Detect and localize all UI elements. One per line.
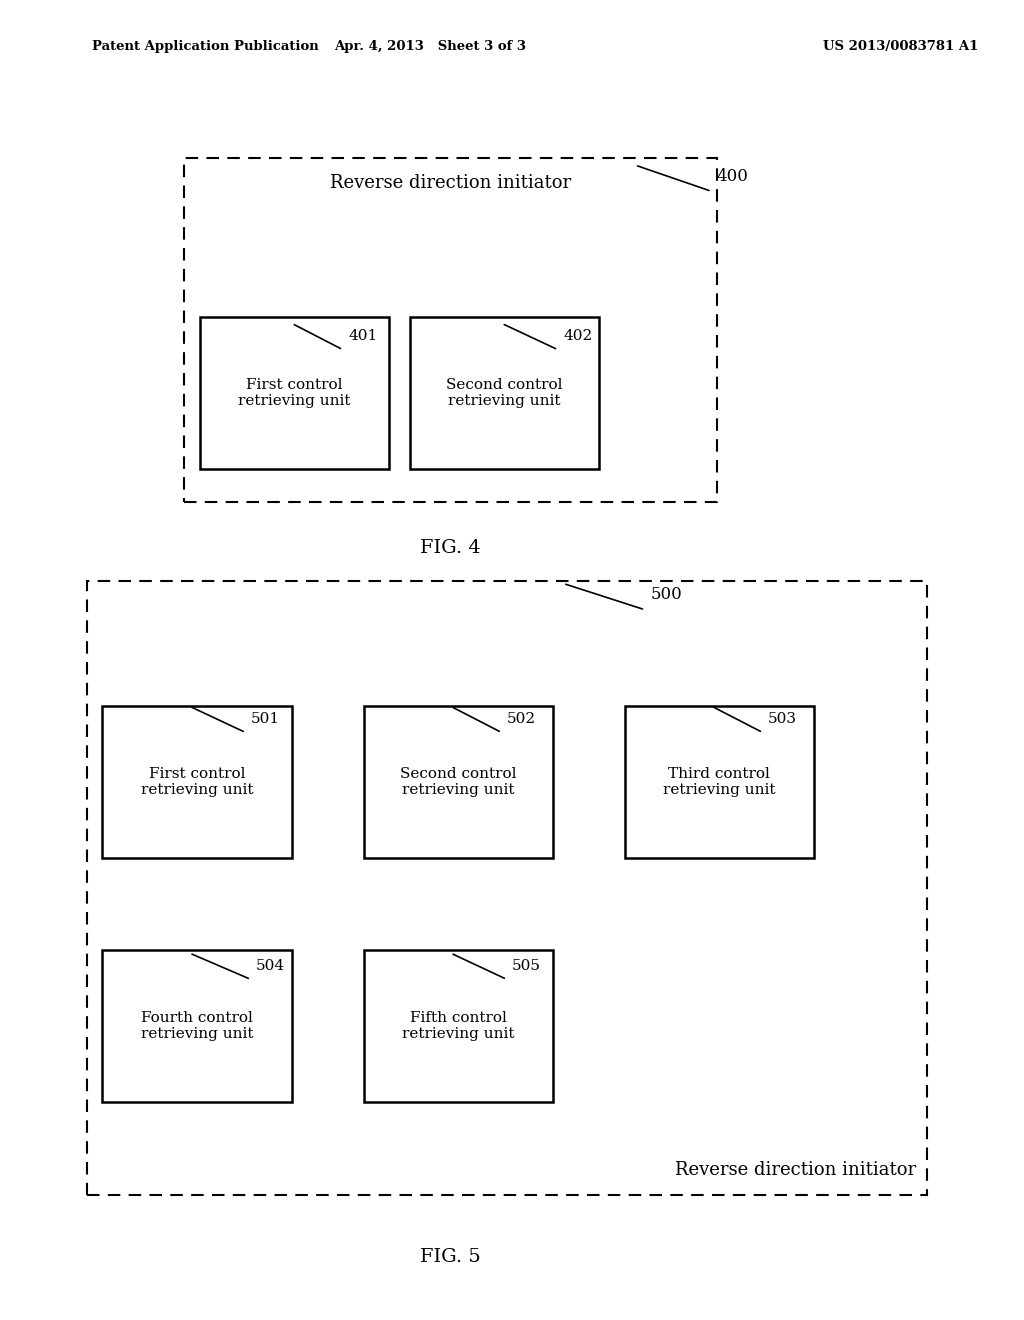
Text: 503: 503 — [768, 711, 797, 726]
Text: FIG. 5: FIG. 5 — [420, 1247, 481, 1266]
Text: Second control
retrieving unit: Second control retrieving unit — [446, 378, 562, 408]
Text: 505: 505 — [512, 958, 541, 973]
Text: Fourth control
retrieving unit: Fourth control retrieving unit — [141, 1011, 253, 1041]
Text: US 2013/0083781 A1: US 2013/0083781 A1 — [823, 40, 979, 53]
FancyBboxPatch shape — [87, 581, 927, 1195]
FancyBboxPatch shape — [184, 158, 717, 502]
Text: Apr. 4, 2013   Sheet 3 of 3: Apr. 4, 2013 Sheet 3 of 3 — [334, 40, 526, 53]
Text: Second control
retrieving unit: Second control retrieving unit — [400, 767, 516, 797]
FancyBboxPatch shape — [364, 706, 553, 858]
Text: 500: 500 — [650, 586, 682, 603]
FancyBboxPatch shape — [410, 317, 599, 469]
FancyBboxPatch shape — [102, 706, 292, 858]
Text: First control
retrieving unit: First control retrieving unit — [141, 767, 253, 797]
Text: Reverse direction initiator: Reverse direction initiator — [330, 174, 571, 193]
Text: Patent Application Publication: Patent Application Publication — [92, 40, 318, 53]
Text: 401: 401 — [348, 329, 378, 343]
FancyBboxPatch shape — [364, 950, 553, 1102]
FancyBboxPatch shape — [102, 950, 292, 1102]
Text: 502: 502 — [507, 711, 536, 726]
Text: Third control
retrieving unit: Third control retrieving unit — [664, 767, 775, 797]
FancyBboxPatch shape — [625, 706, 814, 858]
Text: Reverse direction initiator: Reverse direction initiator — [676, 1160, 916, 1179]
FancyBboxPatch shape — [200, 317, 389, 469]
Text: First control
retrieving unit: First control retrieving unit — [239, 378, 350, 408]
Text: FIG. 4: FIG. 4 — [420, 539, 481, 557]
Text: 501: 501 — [251, 711, 280, 726]
Text: 504: 504 — [256, 958, 285, 973]
Text: Fifth control
retrieving unit: Fifth control retrieving unit — [402, 1011, 514, 1041]
Text: 400: 400 — [717, 168, 749, 185]
Text: 402: 402 — [563, 329, 593, 343]
